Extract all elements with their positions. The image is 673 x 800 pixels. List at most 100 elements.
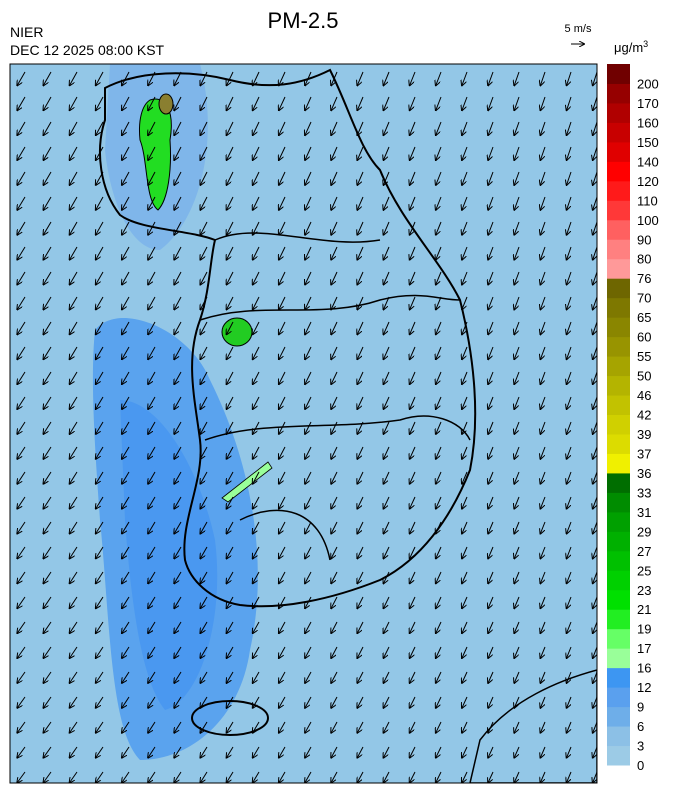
colorbar-segment [607, 531, 630, 552]
wind-arrow [174, 671, 182, 683]
colorbar-segment [607, 726, 630, 747]
wind-arrow [593, 446, 597, 459]
wind-arrow [540, 196, 546, 210]
wind-arrow [540, 246, 546, 260]
wind-arrow [253, 271, 260, 284]
wind-arrow [43, 196, 52, 210]
wind-arrow [305, 221, 312, 235]
wind-arrow [462, 171, 468, 185]
wind-arrow [43, 271, 52, 284]
wind-arrow [174, 421, 182, 434]
wind-arrow [253, 171, 260, 185]
wind-arrow [593, 196, 597, 210]
wind-arrow [514, 196, 520, 210]
wind-arrow [279, 321, 286, 334]
wind-arrow [43, 771, 52, 782]
wind-arrow [514, 621, 520, 633]
wind-arrow [70, 596, 78, 608]
wind-arrow [331, 746, 338, 758]
wind-arrow [462, 571, 468, 583]
wind-arrow [96, 446, 104, 459]
wind-arrow [148, 471, 156, 484]
wind-arrow [305, 196, 312, 210]
wind-arrow [357, 571, 364, 583]
wind-arrow [488, 221, 494, 235]
wind-arrow [593, 471, 597, 484]
wind-arrow [331, 71, 338, 85]
wind-arrow [96, 321, 104, 334]
wind-arrow [384, 96, 390, 110]
wind-arrow [305, 271, 312, 284]
wind-arrow [305, 721, 312, 733]
wind-arrow [567, 621, 572, 633]
wind-arrow [567, 221, 572, 235]
wind-arrow [593, 271, 597, 284]
colorbar-label: 170 [637, 96, 659, 111]
wind-arrow [70, 371, 78, 384]
wind-arrow [253, 671, 260, 683]
wind-arrow [148, 246, 156, 260]
wind-arrow [148, 571, 156, 583]
wind-arrow [70, 746, 78, 758]
wind-arrow [410, 671, 416, 683]
colorbar-segment [607, 492, 630, 513]
colorbar-segment [607, 667, 630, 688]
wind-arrow [488, 596, 494, 608]
colorbar-label: 80 [637, 252, 651, 267]
wind-arrow [43, 446, 52, 459]
wind-arrow [357, 396, 364, 409]
wind-arrow [488, 96, 494, 110]
colorbar-label: 36 [637, 466, 651, 481]
wind-arrow [279, 246, 286, 260]
wind-arrow [514, 696, 520, 708]
wind-arrow [253, 696, 260, 708]
unit: μg/m3 [614, 39, 648, 55]
wind-arrow [43, 671, 52, 683]
wind-arrow [17, 146, 26, 160]
wind-arrow [253, 771, 260, 782]
wind-arrow [279, 521, 286, 533]
wind-arrow [514, 721, 520, 733]
wind-arrow [17, 296, 26, 309]
wind-arrow [462, 196, 468, 210]
wind-arrow [357, 546, 364, 558]
colorbar-segment [607, 102, 630, 123]
wind-arrow [227, 471, 234, 484]
colorbar-segment [607, 395, 630, 415]
wind-arrow [488, 321, 494, 334]
wind-arrow [593, 646, 597, 658]
wind-arrow [174, 271, 182, 284]
wind-arrow [253, 571, 260, 583]
wind-arrow [148, 146, 156, 160]
colorbar-label: 37 [637, 446, 651, 461]
colorbar-label: 120 [637, 174, 659, 189]
colorbar-label: 16 [637, 661, 651, 676]
wind-arrow [305, 171, 312, 185]
wind-arrow [43, 221, 52, 235]
wind-arrow [462, 371, 468, 384]
wind-arrow [593, 346, 597, 359]
wind-arrow [436, 771, 442, 782]
wind-arrow [253, 521, 260, 533]
wind-arrow [43, 371, 52, 384]
wind-arrow [305, 496, 312, 509]
wind-arrow [540, 621, 546, 633]
wind-arrow [540, 646, 546, 658]
colorbar-label: 140 [637, 154, 659, 169]
wind-arrow [331, 671, 338, 683]
wind-arrow [253, 471, 260, 484]
wind-arrow [279, 721, 286, 733]
wind-arrow [227, 496, 234, 509]
wind-arrow [96, 596, 104, 608]
wind-arrow [514, 146, 520, 160]
wind-arrow [384, 396, 390, 409]
wind-arrow [567, 496, 572, 509]
wind-arrow [410, 346, 416, 359]
wind-arrow [410, 696, 416, 708]
colorbar-label: 100 [637, 213, 659, 228]
wind-arrow [567, 246, 572, 260]
wind-arrow [227, 621, 234, 633]
wind-arrow [514, 596, 520, 608]
wind-arrow [462, 121, 468, 135]
wind-arrow [174, 621, 182, 633]
